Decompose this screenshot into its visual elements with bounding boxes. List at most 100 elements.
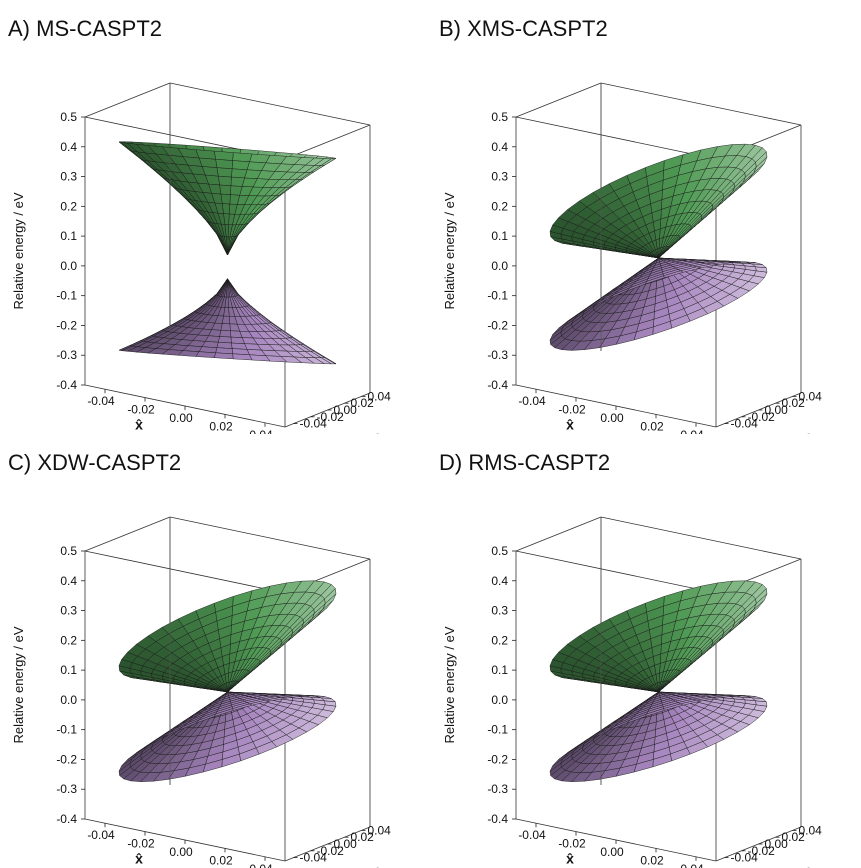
lower-surface-patch: [214, 352, 234, 360]
x-tick-label: 0.00: [169, 845, 193, 859]
y-tick-label: -0.04: [300, 851, 328, 865]
upper-surface-patch: [608, 610, 631, 627]
x-axis-label: x̂: [135, 417, 143, 433]
y-tick-label: -0.04: [300, 417, 328, 431]
y-axis: 0.040.020.00-0.02-0.04: [724, 389, 822, 431]
lower-surface: [549, 691, 768, 782]
upper-surface-patch: [177, 147, 200, 159]
y-tick-label: -0.02: [748, 844, 776, 858]
x-tick-label: -0.02: [558, 403, 586, 417]
energy-tick-label: -0.2: [56, 318, 77, 332]
upper-surface: [118, 141, 337, 256]
x-tick-label: 0.04: [249, 428, 273, 434]
energy-axis: 0.5 0.4 0.3 0.2 0.1 0.0 -0.1 -0.2 -0.3 -0.4: [487, 110, 516, 392]
energy-tick-label: 0.5: [491, 110, 508, 124]
y-axis-label: ŷ: [374, 865, 382, 868]
y-tick-label: 0.02: [782, 396, 806, 410]
energy-tick-label: -0.4: [56, 378, 77, 392]
energy-tick-label: 0.5: [60, 110, 77, 124]
x-axis-label: x̂: [135, 851, 143, 867]
y-axis: 0.040.020.00-0.02-0.04: [724, 823, 823, 865]
lower-surface-patch: [609, 719, 631, 731]
energy-tick-label: 0.0: [491, 693, 508, 707]
upper-surface-patch: [231, 168, 248, 179]
x-axis: -0.04 -0.02 0.00 0.02 0.04: [87, 823, 273, 868]
energy-tick-label: -0.2: [56, 752, 77, 766]
lower-surface-patch: [232, 353, 253, 361]
upper-surface-patch: [232, 152, 253, 162]
lower-surface: [118, 691, 337, 782]
upper-surface-patch: [216, 167, 233, 178]
lower-surface-patch: [195, 351, 216, 358]
energy-tick-label: -0.3: [56, 782, 77, 796]
energy-tick-label: 0.4: [491, 574, 508, 588]
energy-tick-label: 0.1: [491, 663, 508, 677]
y-axis-label: ŷ: [374, 431, 382, 434]
energy-axis: 0.5 0.4 0.3 0.2 0.1 0.0 -0.1 -0.2 -0.3 -0.4: [56, 544, 85, 826]
x-tick-label: -0.04: [518, 394, 546, 408]
y-tick-label: 0.02: [351, 396, 375, 410]
lower-surface-patch: [218, 336, 232, 344]
energy-tick-label: 0.0: [491, 259, 508, 273]
energy-tick-label: 0.2: [60, 199, 77, 213]
energy-axis-label: Relative energy / eV: [442, 626, 457, 743]
lower-surface-patch: [177, 350, 200, 357]
y-tick-label: 0.00: [334, 837, 358, 851]
panel-title: A) MS-CASPT2: [8, 16, 162, 41]
upper-surface-patch: [230, 176, 245, 187]
x-tick-label: -0.02: [127, 403, 155, 417]
y-tick-label: -0.02: [317, 844, 345, 858]
y-tick-label: -0.04: [731, 417, 759, 431]
x-axis: -0.04 -0.02 0.00 0.02 0.04: [87, 389, 273, 434]
energy-tick-label: -0.3: [487, 782, 508, 796]
energy-tick-label: 0.3: [491, 604, 508, 618]
panel-xdw-caspt2: C) XDW-CASPT2 0.5 0.4 0.3 0.2 0.1 0.0 -0.1 -0.2 -…: [0, 434, 430, 868]
energy-tick-label: -0.4: [56, 812, 77, 826]
energy-tick-label: -0.3: [487, 348, 508, 362]
panel-ms-caspt2: A) MS-CASPT2 0.5 0.4 0.3 0.2 0.1 0.0 -0.1 -0.2 -0…: [0, 0, 430, 434]
energy-tick-label: -0.1: [487, 723, 508, 737]
energy-tick-label: 0.3: [60, 170, 77, 184]
energy-tick-label: 0.2: [60, 633, 77, 647]
lower-surface-patch: [219, 330, 232, 338]
energy-tick-label: 0.4: [60, 140, 77, 154]
lower-surface-patch: [220, 323, 231, 332]
energy-tick-label: 0.5: [491, 544, 508, 558]
y-tick-label: 0.00: [765, 837, 789, 851]
x-tick-label: 0.04: [249, 862, 273, 868]
energy-axis: 0.5 0.4 0.3 0.2 0.1 0.0 -0.1 -0.2 -0.3 -0.4: [487, 544, 516, 826]
x-axis-label: x̂: [566, 417, 574, 433]
upper-surface: [549, 580, 768, 693]
upper-surface-patch: [608, 175, 631, 192]
energy-tick-label: -0.2: [487, 752, 508, 766]
energy-tick-label: -0.1: [56, 289, 77, 303]
energy-tick-label: 0.0: [60, 259, 77, 273]
x-tick-label: 0.02: [209, 853, 233, 867]
x-tick-label: -0.04: [518, 828, 546, 842]
energy-tick-label: 0.3: [60, 604, 77, 618]
y-tick-label: 0.00: [334, 403, 358, 417]
energy-tick-label: -0.4: [487, 812, 508, 826]
lower-surface: [118, 278, 337, 365]
panel-title: C) XDW-CASPT2: [8, 450, 181, 475]
y-tick-label: 0.02: [351, 830, 375, 844]
x-axis: -0.04 -0.02 0.00 0.02 0.04: [518, 389, 704, 434]
lower-surface: [549, 257, 768, 351]
energy-tick-label: 0.3: [491, 170, 508, 184]
y-tick-label: 0.04: [799, 823, 823, 837]
energy-tick-label: -0.4: [487, 378, 508, 392]
panel-title: D) RMS-CASPT2: [439, 450, 610, 475]
x-tick-label: 0.04: [680, 428, 704, 434]
upper-surface-patch: [177, 610, 200, 627]
y-axis-label: ŷ: [805, 431, 813, 434]
upper-surface: [549, 143, 768, 259]
energy-tick-label: 0.1: [60, 229, 77, 243]
lower-surface-patch: [609, 287, 631, 299]
energy-tick-label: 0.1: [491, 229, 508, 243]
energy-axis-label: Relative energy / eV: [11, 626, 26, 743]
energy-tick-label: 0.4: [491, 140, 508, 154]
energy-axis-label: Relative energy / eV: [442, 192, 457, 309]
y-tick-label: -0.02: [748, 410, 776, 424]
lower-surface-patch: [230, 336, 245, 344]
x-axis-label: x̂: [566, 851, 574, 867]
